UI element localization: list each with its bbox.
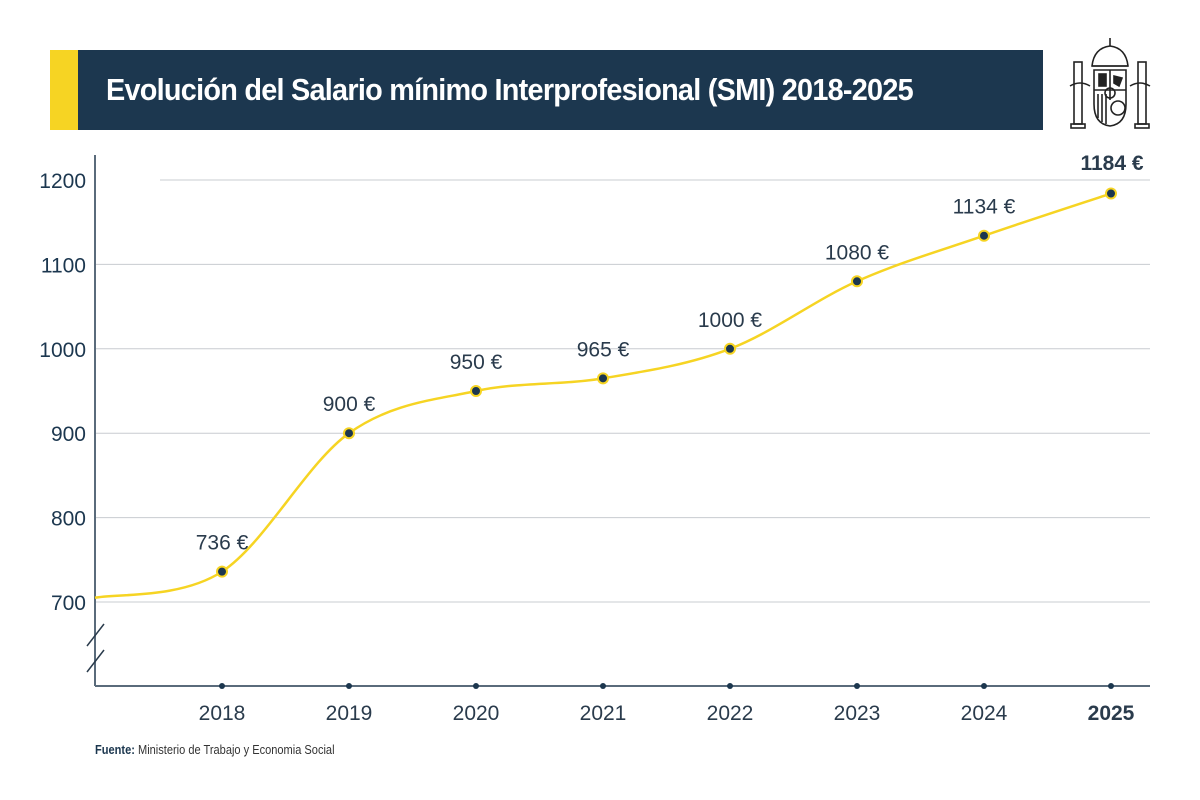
title-accent-bar [50,50,78,130]
x-tick-mark [727,683,733,689]
data-label: 1184 € [1080,152,1143,175]
data-point [1105,187,1117,200]
data-label: 965 € [577,338,630,361]
data-point [978,229,990,242]
title-banner: Evolución del Salario mínimo Interprofes… [50,50,1043,130]
x-tick-label: 2022 [707,702,754,725]
data-point [851,275,863,288]
x-tick-mark [981,683,987,689]
x-tick-label: 2018 [199,702,246,725]
x-tick-mark [473,683,479,689]
x-tick-label: 2025 [1088,702,1135,725]
y-tick-label: 1200 [39,170,86,193]
x-tick-mark [854,683,860,689]
data-point [597,372,609,385]
x-tick-mark [219,683,225,689]
source-note: Fuente: Ministerio de Trabajo y Economia… [95,742,335,757]
data-label: 950 € [450,351,503,374]
y-tick-label: 800 [51,508,86,531]
data-label: 900 € [323,393,376,416]
data-label: 1000 € [698,309,763,332]
source-label: Fuente: [95,742,135,757]
x-tick-mark [1108,683,1114,689]
x-tick-mark [600,683,606,689]
data-point [470,385,482,397]
coat-of-arms-icon [1069,38,1151,129]
data-label: 1080 € [825,241,890,264]
x-tick-label: 2024 [961,702,1008,725]
data-point [216,565,228,578]
x-tick-label: 2019 [326,702,373,725]
data-point [724,342,736,355]
x-tick-label: 2023 [834,702,881,725]
data-label: 1134 € [953,196,1016,219]
data-point [343,427,355,440]
axis-break-icon [86,623,105,673]
x-tick-mark [346,683,352,689]
source-text: Ministerio de Trabajo y Economia Social [137,742,335,757]
y-tick-label: 900 [51,423,86,446]
data-label: 736 € [196,532,249,555]
y-tick-label: 700 [51,592,86,615]
y-tick-label: 1100 [41,254,86,277]
x-tick-label: 2020 [453,702,500,725]
y-tick-label: 1000 [39,339,86,362]
x-tick-label: 2021 [580,702,627,725]
chart-title: Evolución del Salario mínimo Interprofes… [106,72,914,107]
